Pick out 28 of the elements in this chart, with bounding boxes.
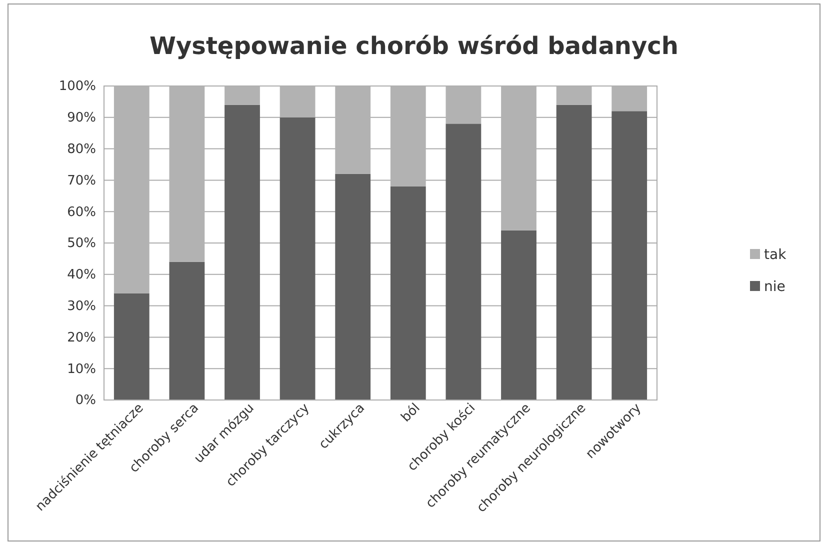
bar xyxy=(169,262,205,400)
bar xyxy=(390,186,426,400)
bar xyxy=(612,86,648,112)
bar xyxy=(114,293,150,400)
y-tick-label: 20% xyxy=(67,330,96,346)
y-tick-label: 40% xyxy=(67,268,96,283)
legend-label: tak xyxy=(764,247,788,263)
y-tick-label: 100% xyxy=(58,79,96,94)
x-tick-label: ból xyxy=(398,400,424,426)
bar xyxy=(612,111,648,400)
chart-title: Występowanie chorób wśród badanych xyxy=(150,32,678,60)
y-tick-label: 50% xyxy=(67,236,96,252)
bar xyxy=(501,230,536,400)
bar xyxy=(335,174,371,400)
y-tick-label: 80% xyxy=(67,142,96,157)
bar xyxy=(556,86,592,105)
y-tick-label: 10% xyxy=(67,362,96,377)
legend-label: nie xyxy=(764,279,786,295)
y-tick-label: 90% xyxy=(67,110,96,126)
bar xyxy=(446,124,482,400)
bar xyxy=(556,104,592,400)
bar xyxy=(224,86,260,105)
y-tick-label: 0% xyxy=(75,393,96,408)
y-tick-label: 70% xyxy=(67,173,96,188)
bar xyxy=(224,104,260,400)
bar xyxy=(280,117,316,400)
y-tick-label: 30% xyxy=(67,298,96,314)
y-tick-label: 60% xyxy=(67,204,96,220)
